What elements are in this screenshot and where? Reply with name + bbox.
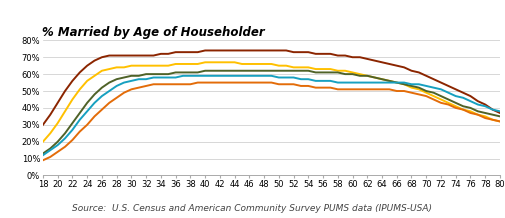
2000	[180, 71, 186, 74]
2011	[195, 81, 201, 84]
1980	[165, 53, 171, 55]
1990	[261, 63, 267, 65]
Line: 1980: 1980	[43, 50, 500, 125]
2000	[261, 69, 267, 72]
2011	[497, 120, 503, 123]
2005	[40, 154, 46, 157]
2000	[364, 75, 370, 77]
2005	[261, 75, 267, 77]
Text: % Married by Age of Householder: % Married by Age of Householder	[42, 26, 265, 39]
2000	[202, 69, 208, 72]
2005	[497, 110, 503, 112]
2011	[364, 88, 370, 91]
1990	[497, 120, 503, 123]
1980	[497, 112, 503, 114]
2005	[276, 76, 282, 79]
2005	[489, 108, 495, 111]
2011	[40, 159, 46, 162]
2011	[180, 83, 186, 85]
2005	[165, 76, 171, 79]
1980	[261, 49, 267, 52]
2011	[261, 81, 267, 84]
1990	[202, 61, 208, 64]
2011	[165, 83, 171, 85]
Line: 2000: 2000	[43, 71, 500, 153]
1990	[165, 64, 171, 67]
1990	[40, 140, 46, 143]
1990	[364, 75, 370, 77]
Text: Source:  U.S. Census and American Community Survey PUMS data (IPUMS-USA): Source: U.S. Census and American Communi…	[73, 204, 432, 213]
2011	[276, 83, 282, 85]
2000	[489, 113, 495, 116]
2005	[187, 75, 193, 77]
1980	[180, 51, 186, 53]
2000	[276, 69, 282, 72]
2005	[180, 75, 186, 77]
1990	[180, 63, 186, 65]
1980	[276, 49, 282, 52]
1980	[489, 108, 495, 111]
1980	[202, 49, 208, 52]
2005	[364, 81, 370, 84]
Line: 1990: 1990	[43, 62, 500, 142]
1980	[40, 123, 46, 126]
1990	[276, 64, 282, 67]
2000	[40, 152, 46, 155]
2011	[489, 118, 495, 121]
2000	[165, 73, 171, 75]
1990	[489, 118, 495, 121]
2000	[497, 115, 503, 118]
Line: 2005: 2005	[43, 76, 500, 155]
Line: 2011: 2011	[43, 83, 500, 160]
1980	[364, 58, 370, 60]
